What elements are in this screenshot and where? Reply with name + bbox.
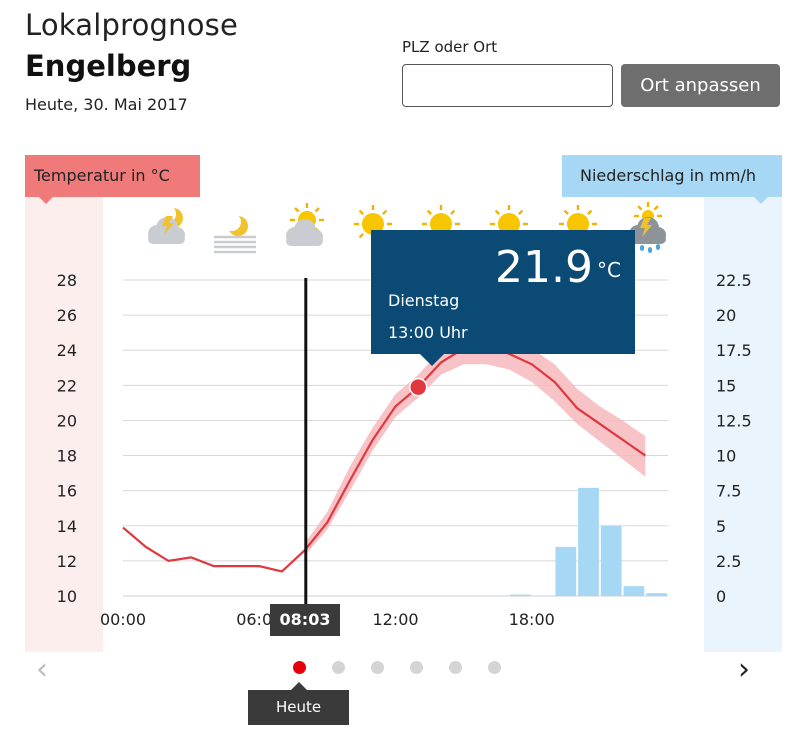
pager-dot[interactable] (293, 661, 306, 674)
precipitation-tick-label: 20 (716, 306, 736, 325)
temperature-tick-label: 22 (57, 376, 77, 395)
temperature-tick-label: 12 (57, 552, 77, 571)
precipitation-tick-label: 10 (716, 447, 736, 466)
precipitation-axis-label: Niederschlag in mm/h (562, 155, 782, 204)
temperature-tick-label: 24 (57, 341, 77, 360)
tooltip-time: 13:00 Uhr (388, 323, 468, 342)
precipitation-tick-label: 0 (716, 587, 726, 606)
precipitation-tick-label: 15 (716, 376, 736, 395)
current-time-badge: 08:03 (270, 604, 340, 636)
precipitation-bar (555, 546, 577, 596)
time-tick-label: 18:00 (509, 610, 555, 629)
change-location-button[interactable]: Ort anpassen (621, 64, 780, 107)
temperature-tick-label: 28 (57, 271, 77, 290)
temperature-axis-label: Temperatur in °C (25, 155, 200, 204)
precipitation-bar (510, 594, 531, 596)
pager-dot[interactable] (410, 661, 423, 674)
precipitation-axis-band (704, 197, 782, 652)
location-input-label: PLZ oder Ort (402, 38, 498, 56)
forecast-date: Heute, 30. Mai 2017 (25, 95, 188, 114)
precipitation-bar (646, 593, 667, 596)
thunder-rain-cloud-icon (629, 202, 666, 253)
time-tick-label: 12:00 (372, 610, 418, 629)
pager-dot[interactable] (449, 661, 462, 674)
precipitation-bar (623, 586, 645, 596)
tooltip-day: Dienstag (388, 291, 460, 310)
temperature-tick-label: 26 (57, 306, 77, 325)
precipitation-tick-label: 22.5 (716, 271, 752, 290)
precipitation-bar (578, 487, 599, 596)
today-label: Heute (248, 682, 349, 725)
temperature-tooltip: 21.9 °C Dienstag 13:00 Uhr (371, 230, 635, 366)
thunder-cloud-moon-icon (148, 205, 185, 244)
precipitation-tick-label: 12.5 (716, 411, 752, 430)
precipitation-tick-label: 17.5 (716, 341, 752, 360)
sun-icon (354, 205, 392, 243)
page-title: Lokalprognose (25, 8, 239, 42)
fog-moon-icon (214, 213, 256, 254)
temperature-line (122, 345, 646, 573)
precipitation-tick-label: 7.5 (716, 482, 741, 501)
pager-dot[interactable] (371, 661, 384, 674)
day-pager-dots (293, 661, 501, 675)
next-day-button[interactable]: › (738, 652, 750, 687)
temperature-tick-label: 16 (57, 482, 77, 501)
location-name: Engelberg (25, 49, 192, 83)
precipitation-tick-label: 2.5 (716, 552, 741, 571)
previous-day-button[interactable]: ‹ (36, 652, 48, 687)
temperature-tick-label: 18 (57, 447, 77, 466)
highlighted-data-point (408, 377, 428, 397)
temperature-tick-label: 10 (57, 587, 77, 606)
tooltip-temperature-value: 21.9 (495, 242, 593, 293)
precipitation-bar (600, 525, 622, 596)
sun-cloud-icon (286, 203, 324, 246)
temperature-tick-label: 20 (57, 411, 77, 430)
pager-dot[interactable] (488, 661, 501, 674)
tooltip-temperature-unit: °C (597, 258, 621, 282)
precipitation-tick-label: 5 (716, 517, 726, 536)
pager-dot[interactable] (332, 661, 345, 674)
time-tick-label: 00:00 (100, 610, 146, 629)
temperature-axis-band (25, 197, 103, 652)
location-input[interactable] (402, 64, 613, 107)
temperature-tick-label: 14 (57, 517, 77, 536)
